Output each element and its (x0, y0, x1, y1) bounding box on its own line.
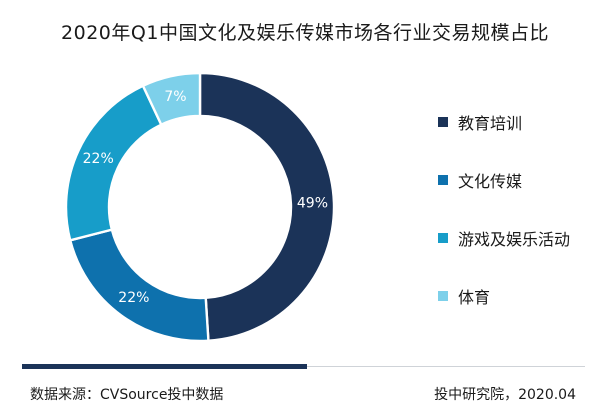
slice-value-label: 49% (297, 195, 328, 211)
legend-item-sports: 体育 (438, 284, 490, 308)
slice-education (198, 71, 336, 343)
slice-value-label: 22% (118, 290, 149, 306)
data-source: 数据来源：CVSource投中数据 (30, 387, 224, 403)
legend-swatch (438, 117, 448, 127)
slice-value-label: 22% (83, 151, 114, 167)
slice-labels: 49% 22% 22% 7% (83, 89, 328, 306)
legend-item-games-entertainment: 游戏及娱乐活动 (438, 226, 570, 250)
publisher-credit: 投中研究院，2020.04 (434, 387, 576, 403)
legend-item-culture-media: 文化传媒 (438, 168, 522, 192)
legend-swatch (438, 233, 448, 243)
legend-label: 体育 (458, 288, 491, 307)
footer-rule (307, 366, 585, 367)
legend-label: 教育培训 (458, 114, 523, 133)
slice-sports (141, 71, 202, 127)
legend-swatch (438, 291, 448, 301)
chart-title: 2020年Q1中国文化及娱乐传媒市场各行业交易规模占比 (61, 22, 549, 44)
legend-swatch (438, 175, 448, 185)
footer-rule-accent (22, 364, 307, 369)
legend-item-education: 教育培训 (438, 110, 522, 134)
slice-culture-media (68, 228, 210, 343)
donut-slices (64, 71, 336, 343)
legend-label: 游戏及娱乐活动 (458, 230, 571, 249)
legend-label: 文化传媒 (458, 172, 523, 191)
slice-value-label: 7% (164, 89, 186, 105)
